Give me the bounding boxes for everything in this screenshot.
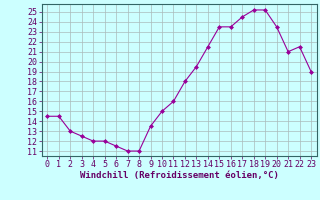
X-axis label: Windchill (Refroidissement éolien,°C): Windchill (Refroidissement éolien,°C) [80,171,279,180]
